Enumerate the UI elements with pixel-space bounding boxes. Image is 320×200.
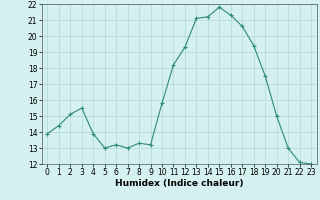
X-axis label: Humidex (Indice chaleur): Humidex (Indice chaleur) [115, 179, 244, 188]
